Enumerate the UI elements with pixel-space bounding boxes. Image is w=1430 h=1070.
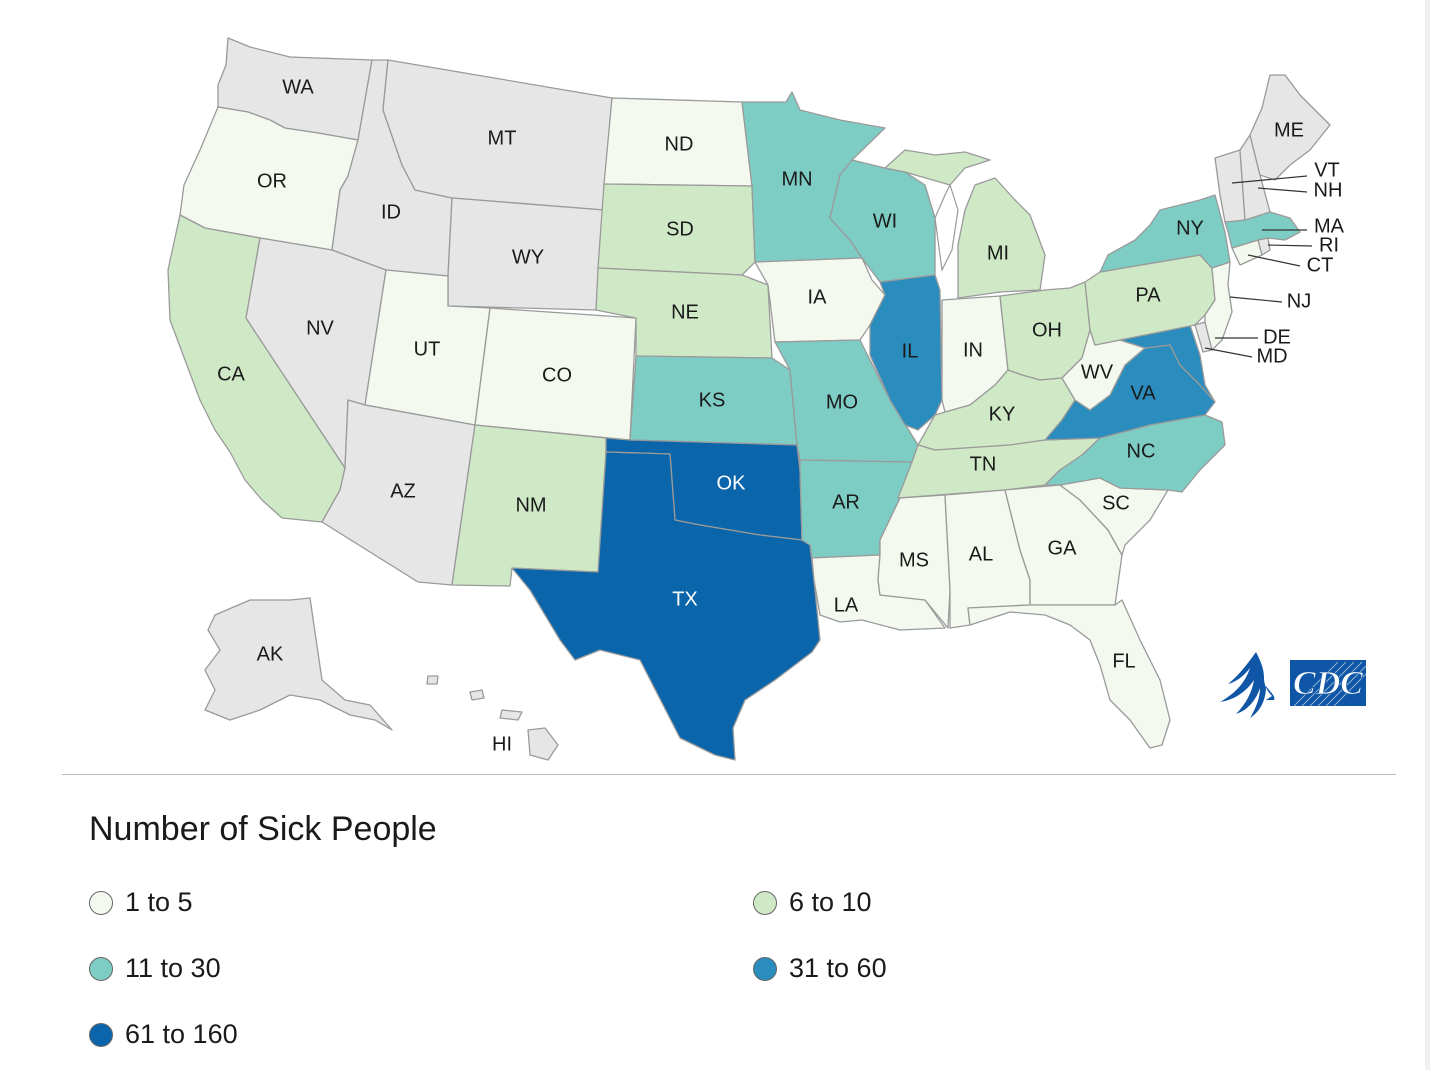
state-label-me: ME <box>1274 119 1304 141</box>
state-label-tx: TX <box>672 588 698 610</box>
state-label-id: ID <box>381 201 401 223</box>
state-label-ny: NY <box>1176 217 1204 239</box>
state-label-mi: MI <box>987 242 1009 264</box>
state-label-wy: WY <box>512 246 544 268</box>
state-mi[interactable] <box>884 149 1046 299</box>
legend-swatch <box>89 1022 113 1047</box>
state-label-ia: IA <box>808 286 828 308</box>
state-nj[interactable] <box>1204 261 1233 351</box>
cdc-logo: CDC <box>1216 648 1368 720</box>
legend-label: 6 to 10 <box>789 887 872 917</box>
state-nh[interactable] <box>1239 134 1271 221</box>
state-label-pa: PA <box>1135 284 1161 306</box>
cdc-logo-text: CDC <box>1293 665 1363 702</box>
state-label-in: IN <box>963 339 983 361</box>
state-label-hi: HI <box>492 733 512 755</box>
state-nc[interactable] <box>1044 414 1226 493</box>
cdc-logo-box <box>1290 660 1366 706</box>
legend-label: 1 to 5 <box>125 887 193 917</box>
state-label-ks: KS <box>699 389 726 411</box>
state-vt[interactable] <box>1214 149 1246 223</box>
leader-lines <box>1204 175 1313 358</box>
state-tx[interactable] <box>511 451 821 761</box>
state-label-ct: CT <box>1307 254 1334 276</box>
state-label-oh: OH <box>1032 319 1062 341</box>
state-label-nv: NV <box>306 317 334 339</box>
state-label-de: DE <box>1263 326 1291 348</box>
legend-label: 61 to 160 <box>125 1019 238 1049</box>
state-fl[interactable] <box>967 599 1171 749</box>
legend-item-31-to-60: 31 to 60 <box>753 953 887 984</box>
legend-swatch <box>89 956 113 981</box>
state-label-ms: MS <box>899 549 929 571</box>
legend-title: Number of Sick People <box>89 810 437 848</box>
state-label-co: CO <box>542 364 572 386</box>
state-ak[interactable] <box>204 597 393 731</box>
state-md[interactable] <box>1119 324 1216 403</box>
state-label-nd: ND <box>665 133 694 155</box>
us-choropleth-map: WA OR CA ID NV MT WY UT AZ CO NM ND SD NE KS OK TX MN IA MO… <box>167 37 1345 761</box>
legend-swatch <box>753 890 777 915</box>
state-label-va: VA <box>1130 382 1156 404</box>
state-label-nm: NM <box>515 494 546 516</box>
state-label-mt: MT <box>488 127 517 149</box>
legend-item-1-to-5: 1 to 5 <box>89 887 193 918</box>
state-label-ky: KY <box>989 403 1016 425</box>
legend-swatch <box>89 890 113 915</box>
state-sd[interactable] <box>597 183 756 276</box>
state-label-wi: WI <box>873 210 897 232</box>
state-label-ut: UT <box>414 338 441 360</box>
great-lakes-shoreline <box>934 183 959 273</box>
state-ms[interactable] <box>877 494 951 629</box>
legend-item-6-to-10: 6 to 10 <box>753 887 872 918</box>
state-label-fl: FL <box>1112 650 1135 672</box>
state-hi[interactable] <box>426 675 559 761</box>
state-label-sd: SD <box>666 218 694 240</box>
legend-label: 11 to 30 <box>125 953 221 983</box>
state-me[interactable] <box>1249 74 1331 181</box>
state-label-ak: AK <box>257 643 284 665</box>
state-label-mo: MO <box>826 391 858 413</box>
state-label-ar: AR <box>832 491 860 513</box>
state-label-wa: WA <box>282 76 314 98</box>
state-label-or: OR <box>257 170 287 192</box>
state-wy[interactable] <box>447 197 605 311</box>
legend-item-61-to-160: 61 to 160 <box>89 1019 238 1050</box>
legend-label: 31 to 60 <box>789 953 887 983</box>
state-label-la: LA <box>834 594 859 616</box>
state-label-al: AL <box>969 543 993 565</box>
state-label-ne: NE <box>671 301 699 323</box>
state-label-mn: MN <box>781 168 812 190</box>
state-label-az: AZ <box>390 480 416 502</box>
state-label-nh: NH <box>1314 179 1343 201</box>
state-ny[interactable] <box>1099 194 1231 273</box>
page-edge <box>1425 0 1430 1070</box>
state-label-vt: VT <box>1314 159 1340 181</box>
state-label-nc: NC <box>1127 440 1156 462</box>
state-label-md: MD <box>1256 345 1287 367</box>
state-label-sc: SC <box>1102 492 1130 514</box>
state-label-il: IL <box>902 340 919 362</box>
legend-divider <box>62 774 1396 775</box>
state-label-ca: CA <box>217 363 245 385</box>
state-label-tn: TN <box>970 453 997 475</box>
state-label-ri: RI <box>1319 234 1339 256</box>
state-il[interactable] <box>869 274 943 431</box>
state-label-wv: WV <box>1081 361 1114 383</box>
state-label-ok: OK <box>717 472 747 494</box>
hhs-eagle-icon <box>1220 652 1275 718</box>
legend-item-11-to-30: 11 to 30 <box>89 953 221 984</box>
legend-swatch <box>753 956 777 981</box>
state-label-ma: MA <box>1314 215 1345 237</box>
state-label-ga: GA <box>1048 537 1078 559</box>
state-label-nj: NJ <box>1287 290 1311 312</box>
